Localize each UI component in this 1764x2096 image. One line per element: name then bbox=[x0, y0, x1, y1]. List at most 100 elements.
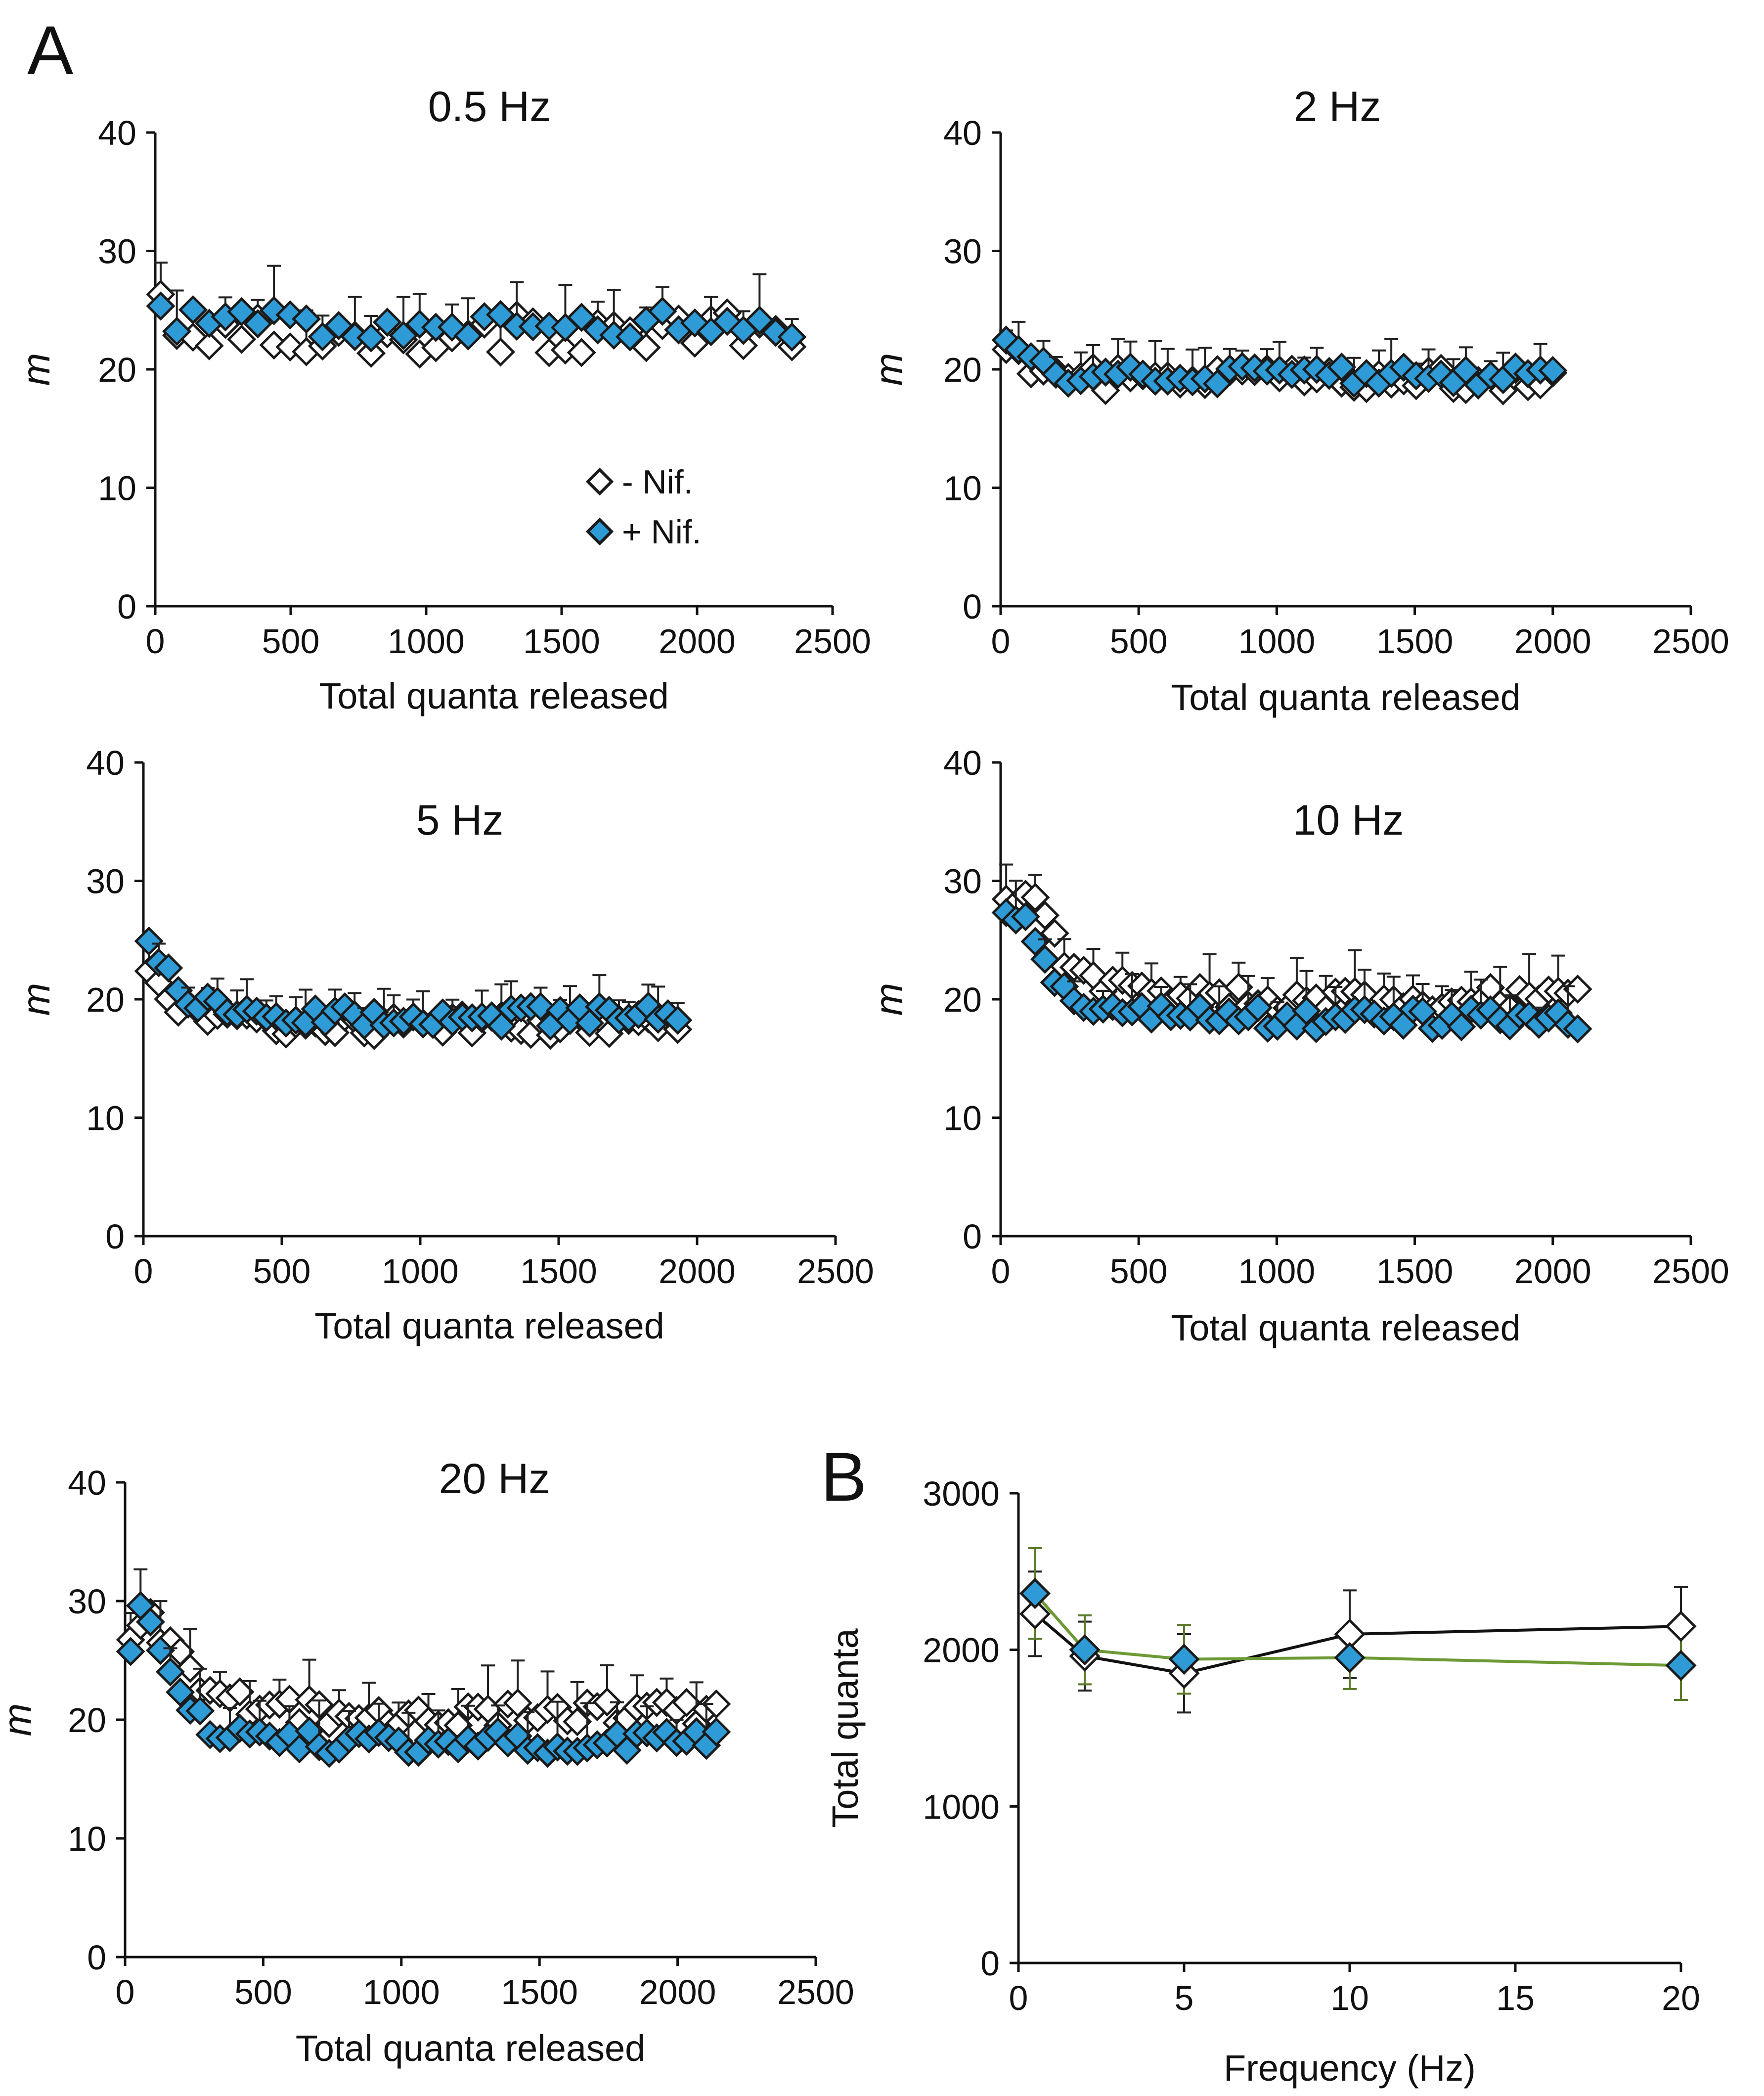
p4-minus-nif-point bbox=[166, 1637, 195, 1666]
p2-x-tick-label: 2000 bbox=[659, 1252, 736, 1291]
legend-plus-label: + Nif. bbox=[622, 513, 702, 551]
p0-plus-nif-point bbox=[372, 308, 402, 337]
p5-plus-nif-point bbox=[1665, 1650, 1697, 1681]
scatter-panel-0-5hz: 0 10 20 30 40 0 500 1000 1500 2000 2500 Total quant… bbox=[14, 83, 871, 716]
p3-y-tick-label: 10 bbox=[943, 1099, 982, 1138]
p0-plus-nif-point bbox=[777, 322, 807, 352]
p0-y-tick-label: 40 bbox=[98, 114, 136, 152]
p0-x-axis-label: Total quanta released bbox=[319, 675, 669, 716]
p3-minus-nif-point bbox=[1020, 883, 1050, 912]
p3-y-tick-label: 0 bbox=[963, 1217, 982, 1256]
p4-plus-nif-point bbox=[135, 1607, 165, 1637]
p2-title: 5 Hz bbox=[416, 797, 504, 844]
p0-plus-nif-point bbox=[162, 316, 192, 346]
p4-x-tick-label: 2500 bbox=[777, 1973, 854, 2011]
p0-minus-nif-point bbox=[680, 328, 709, 358]
p5-y-tick-label: 0 bbox=[980, 1944, 1000, 1983]
p3-title: 10 Hz bbox=[1293, 797, 1404, 844]
p3-x-tick-label: 1500 bbox=[1376, 1252, 1454, 1291]
p4-y-axis-label: m bbox=[0, 1703, 39, 1737]
p3-x-tick-label: 2500 bbox=[1652, 1252, 1729, 1291]
p0-x-tick-label: 2500 bbox=[794, 622, 871, 661]
legend-minus-marker bbox=[585, 467, 614, 496]
p3-minus-nif-point bbox=[1224, 972, 1253, 1002]
p4-y-tick-label: 10 bbox=[68, 1820, 106, 1858]
p3-plus-nif-point bbox=[1011, 902, 1040, 932]
p4-plus-nif-point bbox=[116, 1637, 145, 1666]
p0-plus-nif-point bbox=[243, 309, 272, 339]
p0-plus-nif-point bbox=[485, 300, 516, 329]
p4-x-tick-label: 0 bbox=[116, 1973, 135, 2011]
p4-x-tick-label: 1500 bbox=[501, 1973, 578, 2011]
p0-y-tick-label: 10 bbox=[98, 469, 136, 508]
p1-y-axis-label: m bbox=[867, 353, 911, 386]
p0-y-tick-label: 30 bbox=[98, 232, 136, 271]
p2-plus-nif-point bbox=[134, 926, 164, 956]
p4-minus-nif-point bbox=[563, 1707, 592, 1737]
p5-plus-nif-point bbox=[1019, 1578, 1051, 1609]
p0-plus-nif-point bbox=[745, 306, 774, 335]
p0-x-tick-label: 2000 bbox=[659, 622, 736, 661]
p2-x-tick-label: 500 bbox=[253, 1252, 311, 1291]
p4-plus-nif-point bbox=[702, 1717, 731, 1747]
panel-label-b: B bbox=[821, 1438, 867, 1516]
p2-x-tick-label: 1000 bbox=[382, 1252, 459, 1291]
p1-x-tick-label: 2500 bbox=[1652, 622, 1729, 661]
p2-y-tick-label: 40 bbox=[86, 744, 125, 782]
p1-y-tick-label: 0 bbox=[963, 587, 982, 626]
p4-minus-nif-point bbox=[702, 1689, 731, 1719]
p2-minus-nif-point bbox=[594, 1019, 624, 1048]
p4-plus-nif-point bbox=[185, 1696, 215, 1726]
p4-plus-nif-point bbox=[503, 1721, 532, 1751]
p5-y-tick-label: 2000 bbox=[923, 1631, 1000, 1670]
p3-plus-nif-point bbox=[1243, 993, 1273, 1023]
p5-plus-nif-point bbox=[1069, 1634, 1101, 1666]
p0-plus-nif-point bbox=[146, 291, 176, 321]
p1-y-tick-label: 30 bbox=[943, 232, 982, 271]
p5-minus-nif-point bbox=[1334, 1618, 1366, 1650]
p4-x-tick-label: 2000 bbox=[639, 1973, 716, 2011]
scatter-panel-20hz: 0 10 20 30 40 0 500 1000 1500 2000 2500 Total quant… bbox=[0, 1455, 854, 2069]
p0-plus-nif-point bbox=[453, 321, 483, 351]
p0-plus-nif-point bbox=[648, 296, 677, 326]
p4-plus-nif-point bbox=[155, 1657, 185, 1687]
p3-plus-nif-point bbox=[1291, 996, 1322, 1026]
p0-plus-nif-point bbox=[178, 295, 208, 325]
p3-x-tick-label: 2000 bbox=[1514, 1252, 1591, 1291]
p0-x-tick-label: 0 bbox=[146, 622, 165, 661]
p2-y-tick-label: 10 bbox=[86, 1099, 125, 1138]
p4-plus-nif-point bbox=[166, 1677, 195, 1707]
p1-x-tick-label: 0 bbox=[991, 622, 1011, 661]
p5-y-axis-label: Total quanta bbox=[825, 1628, 866, 1828]
p0-title: 0.5 Hz bbox=[428, 83, 551, 131]
p0-y-axis-label: m bbox=[14, 353, 58, 386]
p5-x-tick-label: 20 bbox=[1662, 1979, 1700, 2017]
p2-y-tick-label: 30 bbox=[86, 862, 125, 901]
line-panel-total-quanta: 0 1000 2000 3000 0 5 10 15 20 Frequency (Hz) Total… bbox=[825, 1474, 1700, 2089]
p4-plus-nif-point bbox=[126, 1591, 155, 1620]
p4-plus-nif-point bbox=[403, 1738, 434, 1767]
scatter-panel-5hz: 0 10 20 30 40 0 500 1000 1500 2000 2500 Total quant… bbox=[14, 744, 874, 1346]
p5-x-tick-label: 5 bbox=[1175, 1979, 1194, 2017]
p2-y-tick-label: 0 bbox=[105, 1217, 125, 1256]
p1-x-tick-label: 1000 bbox=[1238, 622, 1316, 661]
p0-minus-nif-point bbox=[194, 331, 224, 360]
p3-x-axis-label: Total quanta released bbox=[1171, 1307, 1521, 1348]
p5-minus-nif-point bbox=[1019, 1598, 1051, 1630]
p3-y-axis-label: m bbox=[867, 983, 911, 1016]
p0-x-tick-label: 1500 bbox=[523, 622, 600, 661]
p5-y-tick-label: 3000 bbox=[923, 1474, 1000, 1513]
p3-y-tick-label: 30 bbox=[943, 862, 982, 901]
p5-x-tick-label: 0 bbox=[1009, 1979, 1028, 2017]
p0-plus-nif-point bbox=[292, 304, 321, 334]
p1-y-tick-label: 20 bbox=[943, 351, 982, 389]
p5-x-tick-label: 10 bbox=[1330, 1979, 1369, 2017]
p5-plus-nif-point bbox=[1334, 1642, 1366, 1674]
p0-plus-nif-point bbox=[615, 322, 645, 352]
p4-y-tick-label: 40 bbox=[68, 1464, 106, 1502]
p0-plus-nif-point bbox=[356, 323, 386, 353]
p2-y-axis-label: m bbox=[14, 983, 58, 1016]
p3-x-tick-label: 500 bbox=[1110, 1252, 1168, 1291]
p3-plus-nif-point bbox=[1030, 944, 1060, 974]
p0-y-tick-label: 0 bbox=[117, 587, 136, 626]
